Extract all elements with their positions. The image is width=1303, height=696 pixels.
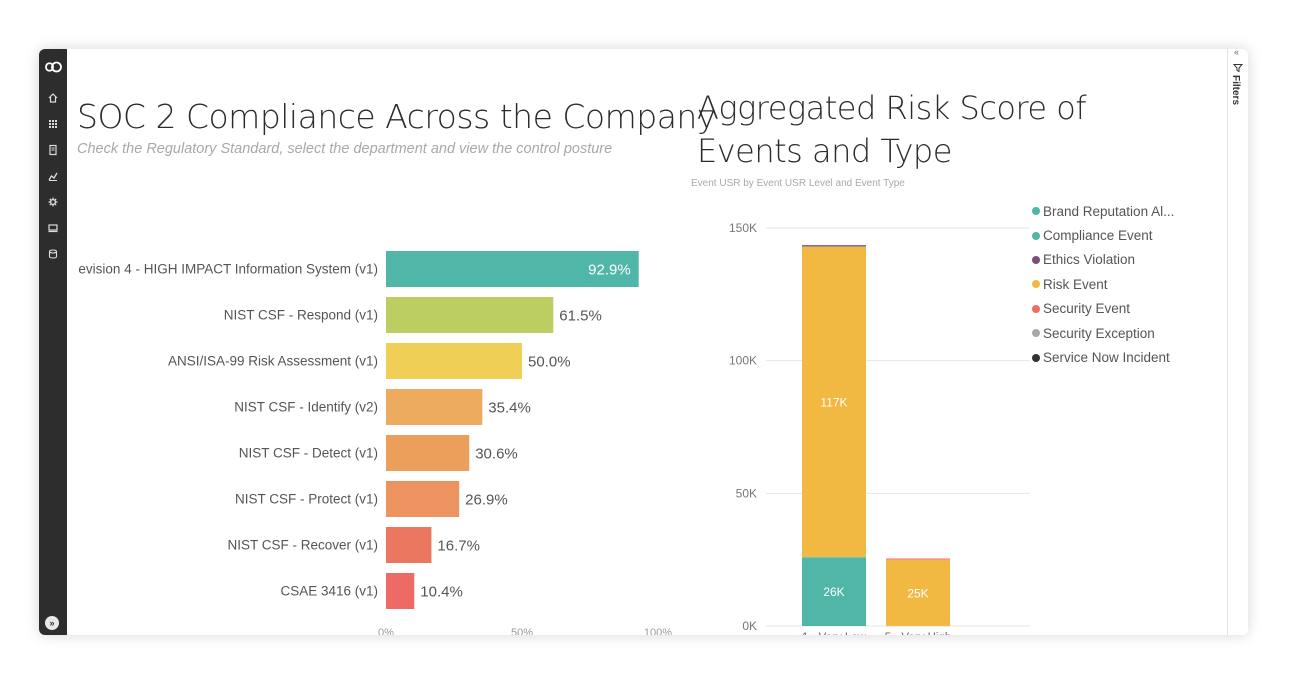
- column-segment[interactable]: [886, 558, 950, 560]
- column-segment-label: 25K: [907, 586, 928, 600]
- bar-value-label: 92.9%: [588, 262, 631, 279]
- legend-label: Compliance Event: [1043, 228, 1153, 244]
- column-segment-label: 117K: [820, 395, 847, 409]
- compliance-chart-subtitle: Check the Regulatory Standard, select th…: [77, 141, 613, 157]
- bar-category-label: NIST CSF - Protect (v1): [235, 492, 378, 507]
- legend-label: Service Now Incident: [1043, 350, 1170, 366]
- column-segment[interactable]: [802, 557, 866, 626]
- bar-category-label: ANSI/ISA-99 Risk Assessment (v1): [168, 354, 378, 369]
- legend-item[interactable]: Security Event: [1032, 297, 1174, 321]
- bar-value-label: 26.9%: [465, 492, 508, 509]
- report-window: » « Filters SOC 2 Compliance Across the …: [39, 49, 1248, 635]
- bar[interactable]: [386, 251, 639, 287]
- legend-item[interactable]: Service Now Incident: [1032, 345, 1174, 369]
- compliance-bar-chart[interactable]: evision 4 - HIGH IMPACT Information Syst…: [67, 239, 677, 635]
- bar-category-label: evision 4 - HIGH IMPACT Information Syst…: [78, 262, 378, 277]
- risk-chart-subtitle: Event USR by Event USR Level and Event T…: [691, 178, 905, 189]
- bar-value-label: 35.4%: [488, 400, 531, 417]
- apps-icon[interactable]: [46, 117, 60, 131]
- legend-item[interactable]: Risk Event: [1032, 272, 1174, 296]
- bar[interactable]: [386, 481, 460, 517]
- risk-chart-title: Aggregated Risk Score of Events and Type: [697, 89, 1087, 170]
- x-axis-tick-label: 0%: [378, 627, 394, 635]
- legend-marker-icon: [1032, 207, 1040, 216]
- x-axis-category-label: 1 - Very Low: [802, 632, 867, 635]
- column-segment-label: 26K: [823, 585, 844, 599]
- legend-label: Security Event: [1043, 301, 1131, 317]
- legend-item[interactable]: Compliance Event: [1032, 223, 1174, 247]
- column-segment[interactable]: [802, 246, 866, 558]
- legend-label: Risk Event: [1043, 276, 1108, 292]
- legend-label: Ethics Violation: [1043, 252, 1136, 268]
- settings-icon[interactable]: [46, 195, 60, 209]
- logo-icon[interactable]: [43, 59, 63, 75]
- legend-marker-icon: [1032, 255, 1040, 264]
- bar-category-label: NIST CSF - Recover (v1): [227, 538, 378, 553]
- bar-category-label: NIST CSF - Detect (v1): [239, 446, 378, 461]
- legend-marker-icon: [1032, 304, 1040, 313]
- legend-item[interactable]: Ethics Violation: [1032, 248, 1174, 272]
- analytics-icon[interactable]: [46, 169, 60, 183]
- home-icon[interactable]: [46, 91, 60, 105]
- left-nav-pane: »: [39, 49, 67, 635]
- legend-label: Security Exception: [1043, 325, 1155, 341]
- reports-icon[interactable]: [46, 143, 60, 157]
- legend-marker-icon: [1032, 231, 1040, 240]
- bar-category-label: NIST CSF - Respond (v1): [224, 308, 378, 323]
- y-axis-tick-label: 0K: [742, 619, 757, 633]
- y-axis-tick-label: 50K: [736, 486, 757, 500]
- legend-marker-icon: [1032, 353, 1040, 362]
- bar-category-label: CSAE 3416 (v1): [280, 584, 378, 599]
- compliance-chart-title: SOC 2 Compliance Across the Company: [77, 97, 716, 136]
- column-segment[interactable]: [886, 559, 950, 626]
- filter-icon: [1233, 64, 1243, 73]
- legend-item[interactable]: Brand Reputation Al...: [1032, 199, 1174, 223]
- bar-value-label: 30.6%: [475, 446, 518, 463]
- bar[interactable]: [386, 389, 483, 425]
- expand-nav-button[interactable]: »: [45, 616, 59, 630]
- bar-value-label: 61.5%: [559, 308, 602, 325]
- y-axis-tick-label: 100K: [729, 354, 757, 368]
- bar[interactable]: [386, 297, 554, 333]
- risk-column-chart[interactable]: 0K 50K 100K 150K 26K 117K 1 - Very Low 25K 5 - V…: [679, 209, 1039, 635]
- bar-category-label: NIST CSF - Identify (v2): [234, 400, 378, 415]
- filters-pane[interactable]: « Filters: [1227, 49, 1248, 635]
- bar-value-label: 10.4%: [420, 584, 463, 601]
- y-axis-tick-label: 150K: [729, 221, 757, 235]
- bar-value-label: 16.7%: [437, 538, 480, 555]
- datasets-icon[interactable]: [46, 247, 60, 261]
- legend-label: Brand Reputation Al...: [1043, 203, 1175, 219]
- column-segment[interactable]: [802, 244, 866, 247]
- filters-label: Filters: [1230, 75, 1241, 106]
- bar-value-label: 50.0%: [528, 354, 571, 371]
- collapse-filters-button[interactable]: «: [1234, 49, 1240, 57]
- x-axis-category-label: 5 - Very High: [885, 632, 951, 635]
- bar[interactable]: [386, 527, 432, 563]
- bar[interactable]: [386, 435, 470, 471]
- bar[interactable]: [386, 343, 522, 379]
- x-axis-tick-label: 100%: [644, 627, 672, 635]
- x-axis-tick-label: 50%: [511, 627, 533, 635]
- legend-item[interactable]: Security Exception: [1032, 321, 1174, 345]
- risk-chart-legend: Brand Reputation Al... Compliance Event Et…: [1032, 199, 1174, 370]
- workspace-icon[interactable]: [46, 221, 60, 235]
- legend-marker-icon: [1032, 280, 1040, 289]
- bar[interactable]: [386, 573, 415, 609]
- legend-marker-icon: [1032, 329, 1040, 338]
